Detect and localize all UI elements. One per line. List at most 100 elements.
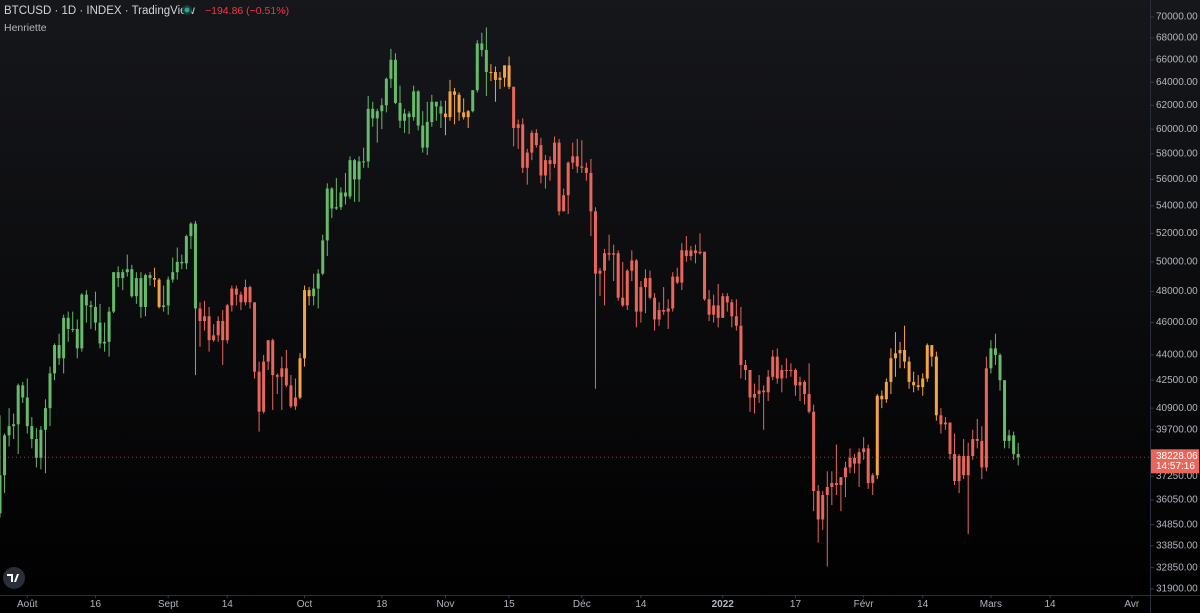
y-tick-label: 52000.00 xyxy=(1156,228,1198,239)
candle-body xyxy=(1012,435,1016,455)
candle-body xyxy=(639,287,643,312)
candle-body xyxy=(875,395,879,476)
candle-body xyxy=(662,310,666,312)
candle-body xyxy=(325,188,329,241)
candle-body xyxy=(916,385,920,388)
candle-body xyxy=(243,287,247,303)
candle-body xyxy=(653,297,657,320)
candle-body xyxy=(1016,454,1020,458)
candle-body xyxy=(307,290,311,297)
candle-body xyxy=(748,369,752,398)
indicator-name[interactable]: Henriette xyxy=(4,22,47,34)
y-tick-label: 46000.00 xyxy=(1156,317,1198,328)
candle-body xyxy=(362,161,366,163)
candle-body xyxy=(671,276,675,309)
candle-body xyxy=(975,439,979,441)
candle-body xyxy=(771,356,775,377)
symbol-title[interactable]: BTCUSD · 1D · INDEX · TradingView xyxy=(4,5,196,17)
candle-body xyxy=(939,415,943,425)
candle-body xyxy=(407,113,411,118)
candle-body xyxy=(593,211,597,274)
candle-body xyxy=(125,269,129,273)
candle-body xyxy=(7,426,11,436)
candle-body xyxy=(643,278,647,288)
candle-body xyxy=(175,261,179,273)
tradingview-logo[interactable] xyxy=(3,567,25,589)
candle-body xyxy=(730,302,734,317)
candle-body xyxy=(816,490,820,520)
candle-body xyxy=(684,250,688,257)
x-tick-label: Sept xyxy=(158,599,179,610)
x-tick-label: Avr xyxy=(1124,599,1139,610)
candle-body xyxy=(198,308,202,322)
candle-body xyxy=(403,113,407,121)
candle-body xyxy=(366,108,370,162)
y-tick-label: 39700.00 xyxy=(1156,424,1198,435)
candle-body xyxy=(784,369,788,371)
candle-body xyxy=(384,78,388,106)
candle-body xyxy=(903,350,907,362)
candle-body xyxy=(316,273,320,289)
candle-body xyxy=(107,311,111,342)
y-tick-label: 37250.00 xyxy=(1156,471,1198,482)
candle-body xyxy=(603,253,607,271)
candle-body xyxy=(566,162,570,196)
candle-body xyxy=(966,455,970,476)
candle-body xyxy=(271,340,275,376)
candle-body xyxy=(480,43,484,50)
candle-body xyxy=(116,272,120,279)
candle-body xyxy=(253,302,257,372)
candle-body xyxy=(48,373,52,409)
x-tick-label: 18 xyxy=(376,599,388,610)
candle-body xyxy=(134,278,138,297)
candle-body xyxy=(725,296,729,303)
candle-body xyxy=(234,288,238,295)
candle-body xyxy=(943,422,947,425)
candle-body xyxy=(121,272,125,279)
candle-body xyxy=(807,394,811,412)
candle-body xyxy=(1003,380,1007,441)
candle-body xyxy=(616,253,620,298)
candle-body xyxy=(580,166,584,168)
candle-body xyxy=(489,72,493,74)
candle-body xyxy=(712,305,716,315)
candle-body xyxy=(812,411,816,491)
candle-body xyxy=(25,397,29,427)
candle-body xyxy=(562,195,566,212)
candle-body xyxy=(621,297,625,306)
candle-body xyxy=(284,368,288,386)
candle-body xyxy=(216,321,220,336)
candle-body xyxy=(689,250,693,257)
candle-body xyxy=(893,353,897,359)
candle-body xyxy=(680,250,684,283)
candle-body xyxy=(557,142,561,212)
candle-body xyxy=(716,305,720,318)
candle-body xyxy=(262,361,266,412)
candle-body xyxy=(634,260,638,312)
x-tick-label: Nov xyxy=(437,599,455,610)
candle-body xyxy=(293,397,297,407)
candle-body xyxy=(434,101,438,107)
candle-body xyxy=(853,457,857,464)
candle-body xyxy=(871,475,875,484)
candle-body xyxy=(162,305,166,307)
candle-body xyxy=(539,145,543,176)
candle-body xyxy=(948,422,952,455)
candle-body xyxy=(666,308,670,312)
x-tick-label: 14 xyxy=(222,599,234,610)
candle-body xyxy=(439,106,443,114)
y-tick-label: 64000.00 xyxy=(1156,77,1198,88)
candle-body xyxy=(657,310,661,320)
candle-body xyxy=(398,102,402,121)
candle-body xyxy=(475,43,479,91)
candle-body xyxy=(848,457,852,468)
x-tick-label: Oct xyxy=(297,599,313,610)
candle-body xyxy=(980,440,984,468)
candle-body xyxy=(925,345,929,379)
candle-body xyxy=(889,358,893,382)
y-tick-label: 34850.00 xyxy=(1156,519,1198,530)
candle-body xyxy=(189,223,193,237)
candle-body xyxy=(16,385,20,425)
